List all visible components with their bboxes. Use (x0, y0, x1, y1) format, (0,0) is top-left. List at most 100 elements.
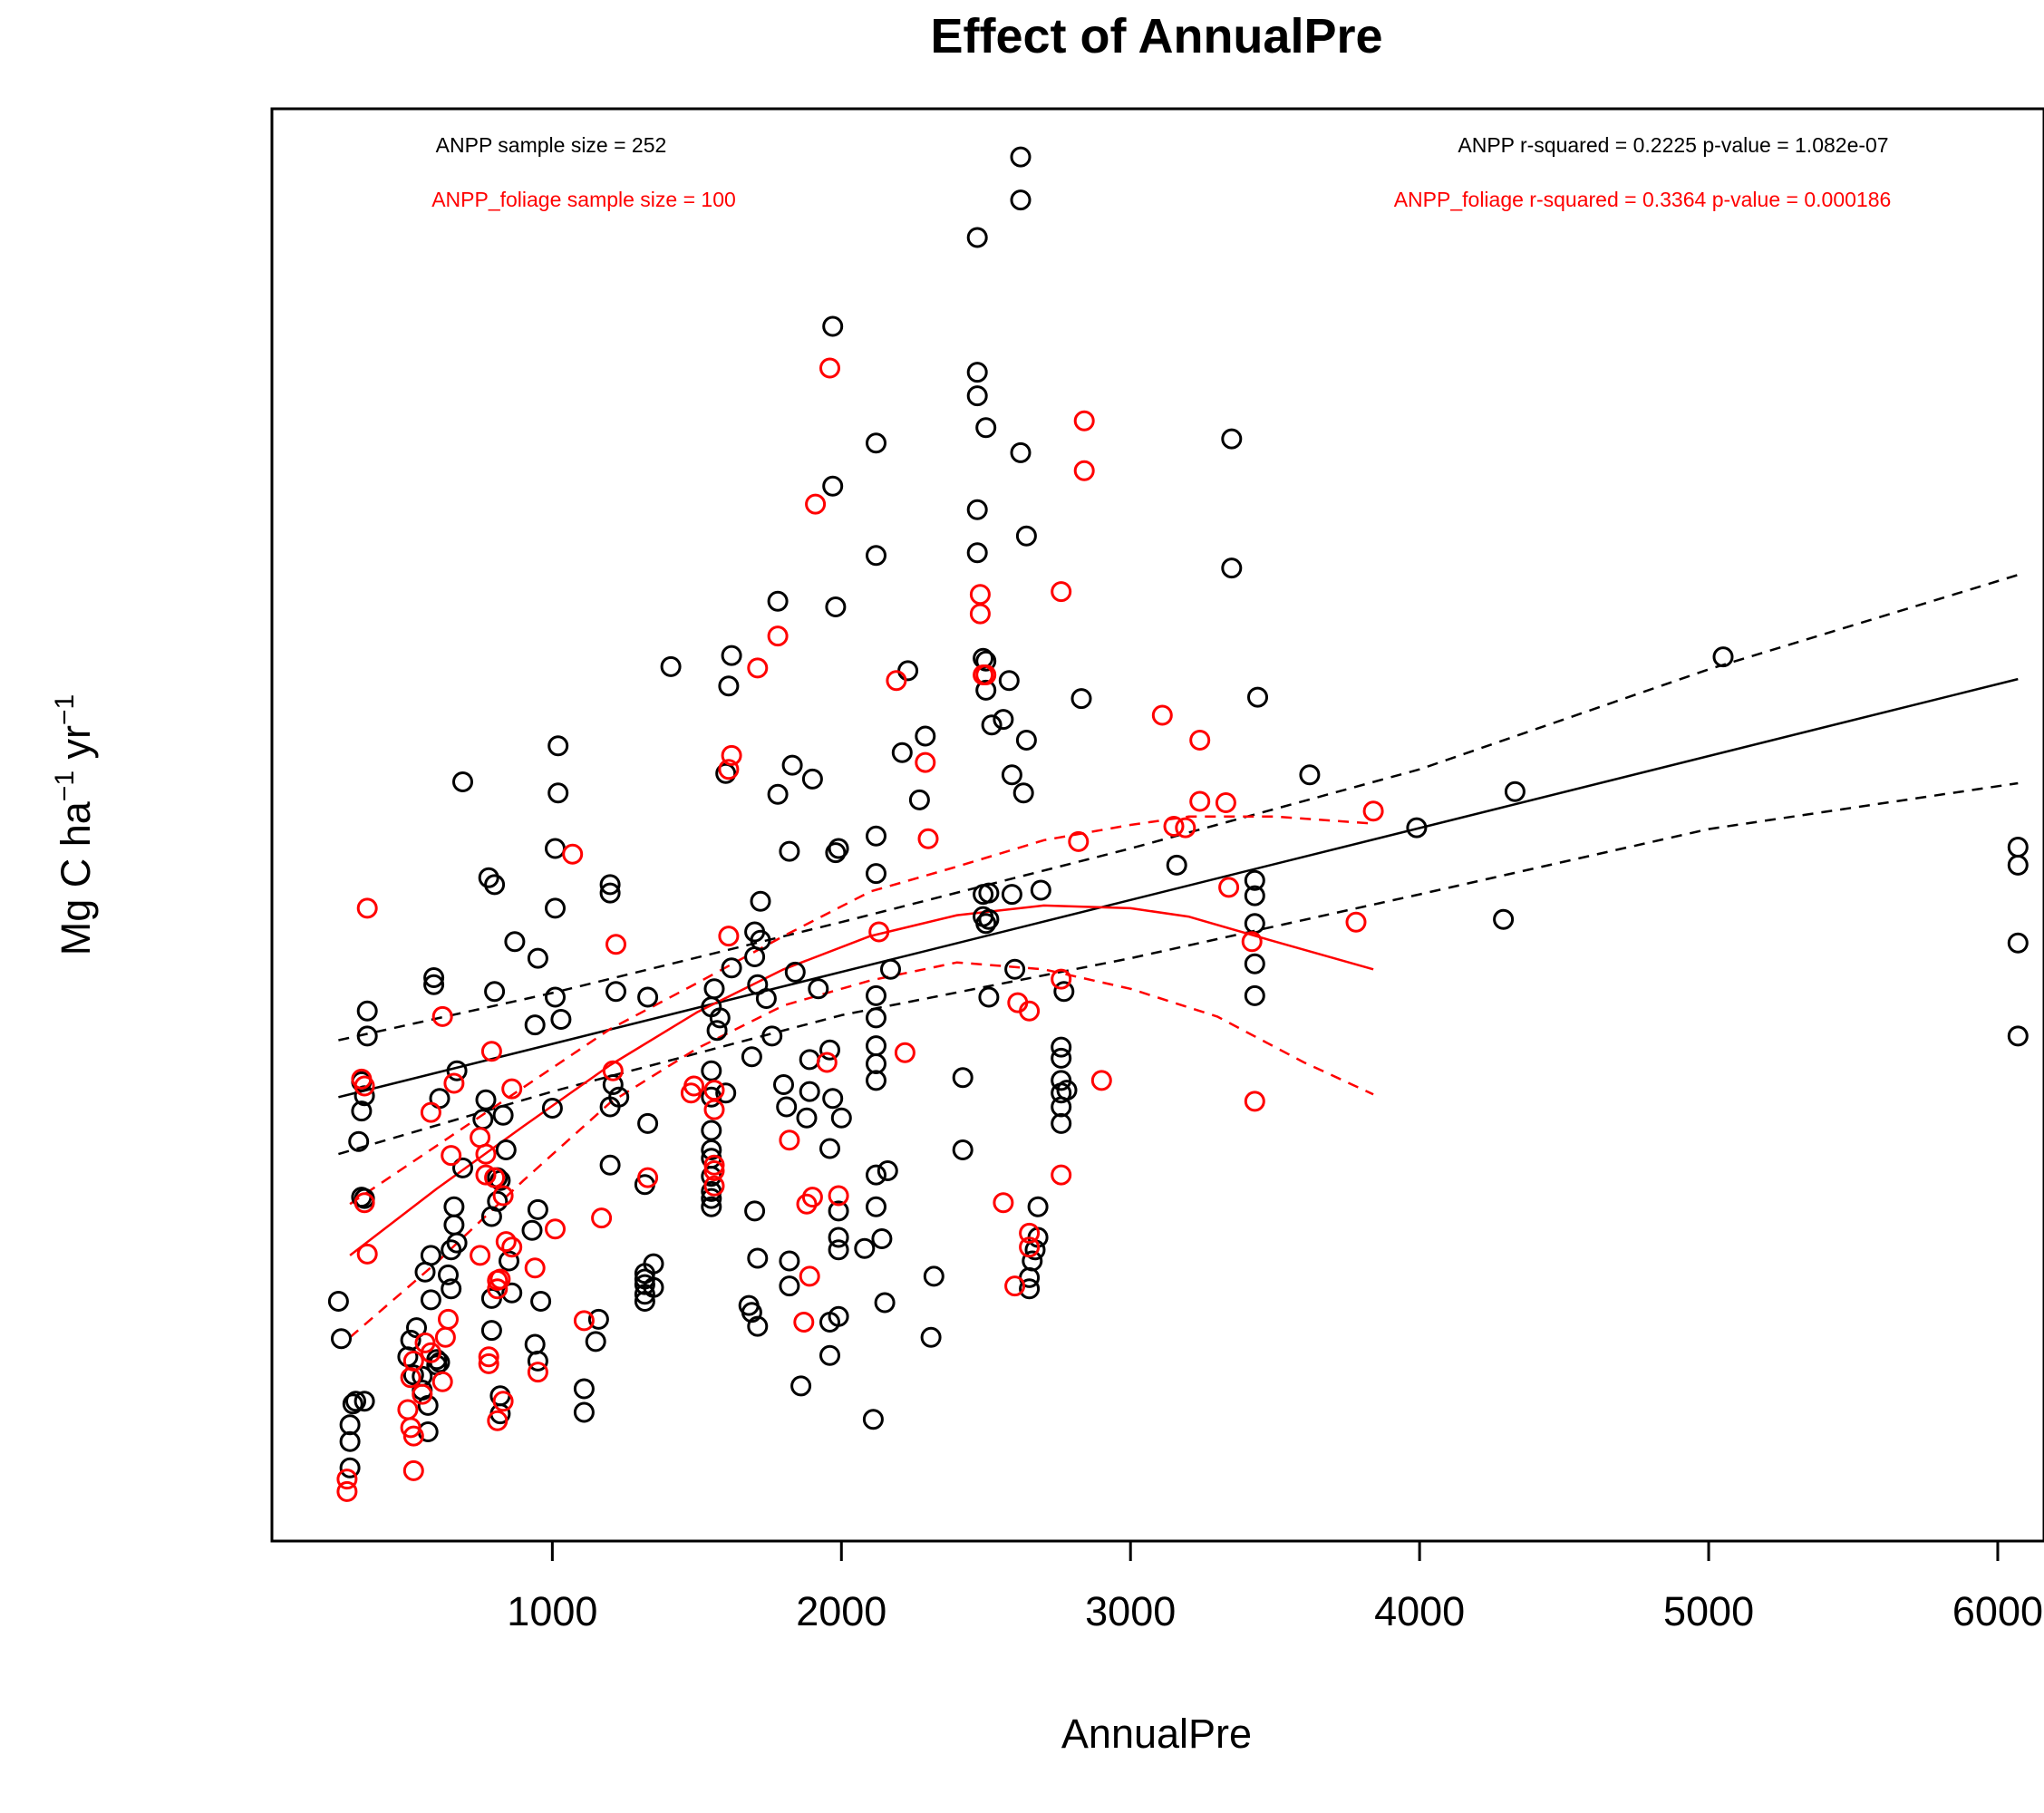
anpp-point (1010, 189, 1032, 211)
anpp-foliage-point (1163, 816, 1185, 837)
anpp-point (747, 1247, 769, 1269)
anpp-foliage-point (683, 1075, 705, 1097)
anpp-point (1027, 1196, 1049, 1217)
anpp-foliage-point (489, 1268, 511, 1290)
anpp-point (866, 1035, 886, 1057)
anpp-foliage-point (545, 1218, 566, 1240)
anpp-foliage-point (975, 664, 997, 685)
anpp-point (637, 1112, 659, 1134)
y-axis-label-mid: yr (53, 725, 99, 771)
x-tick-label: 4000 (1374, 1588, 1465, 1634)
anpp-point (643, 1253, 664, 1275)
anpp-point (585, 1331, 606, 1352)
anpp-point (915, 725, 936, 747)
anpp-point (776, 1096, 798, 1118)
anpp-point (1019, 1278, 1041, 1300)
anpp-foliage-point (402, 1350, 424, 1372)
anpp-point (452, 1157, 473, 1178)
anpp-point (1244, 885, 1265, 906)
anpp-foliage-point (354, 1192, 375, 1214)
anpp-point (975, 650, 997, 672)
anpp-foliage-point (441, 1145, 462, 1167)
anpp-point (880, 958, 901, 980)
anpp-point (1022, 1250, 1043, 1272)
anpp-point (1012, 782, 1034, 804)
anpp-foliage-point (591, 1207, 613, 1229)
anpp-foliage-point (1004, 1275, 1026, 1297)
plot-frame (270, 107, 2044, 1543)
anpp-point (495, 1139, 517, 1160)
anpp-point (420, 1245, 441, 1266)
anpp-point (715, 762, 737, 784)
anpp-foliage-point (605, 934, 626, 955)
anpp-foliage-point (1068, 830, 1090, 852)
anpp-foliage-point (894, 1042, 915, 1063)
anpp-foliage-point (336, 1480, 358, 1502)
anpp-point (1712, 646, 1734, 668)
anpp-foliage-point (1215, 792, 1236, 813)
anpp-foliage-point (412, 1383, 433, 1405)
anpp-foliage-point (431, 1005, 453, 1027)
anpp-point (998, 670, 1020, 692)
anpp-point (545, 986, 566, 1008)
anpp-foliage-point (495, 1231, 517, 1253)
anpp-point (547, 782, 569, 804)
anpp-point (1015, 730, 1037, 751)
anpp-point (1244, 984, 1265, 1006)
anpp-foliage-point (915, 751, 936, 773)
anpp-point (1221, 428, 1243, 450)
anpp-point (443, 1196, 465, 1217)
anpp-point (721, 957, 742, 979)
anpp-point (866, 984, 886, 1006)
anpp-foliage-point (354, 1075, 375, 1097)
anpp-foliage-point (562, 843, 584, 865)
anpp-point (1493, 908, 1515, 930)
anpp-point (703, 978, 725, 1000)
anpp-foliage-point (969, 584, 991, 606)
fit-lines (338, 574, 2019, 1339)
anpp-point (1221, 557, 1243, 579)
anpp-point (822, 1088, 844, 1110)
anpp-point (637, 986, 659, 1008)
anpp-point (866, 432, 886, 454)
anpp-point (801, 768, 823, 790)
anpp-foliage-point (828, 1185, 849, 1207)
anpp-foliage-point (747, 657, 769, 679)
anpp-point (790, 1375, 812, 1397)
anpp-point (1051, 1036, 1072, 1058)
anpp-foliage-point (886, 670, 907, 692)
anpp-point (446, 1232, 468, 1254)
anpp-ci-lower (338, 781, 2019, 1156)
anpp-point (452, 771, 473, 792)
anpp-point (978, 882, 1000, 904)
anpp-point (573, 1401, 595, 1423)
anpp-foliage-point (819, 357, 840, 379)
anpp-point (767, 783, 789, 805)
anpp-point (1015, 525, 1037, 547)
anpp-point (441, 1278, 462, 1300)
anpp-point (866, 1196, 886, 1217)
anpp-foliage-point (1090, 1070, 1112, 1091)
anpp-foliage-point (969, 603, 991, 625)
anpp-point (871, 1228, 893, 1249)
anpp-point (524, 1333, 546, 1355)
anpp-foliage-point (501, 1236, 523, 1258)
anpp-point (866, 1164, 886, 1186)
anpp-point (504, 931, 526, 953)
anpp-point (966, 542, 988, 564)
anpp-foliage-point (1151, 704, 1173, 726)
anpp-foliage-point (438, 1308, 459, 1330)
anpp-point (952, 1067, 974, 1089)
anpp-point (866, 825, 886, 847)
anpp-foliage-point (478, 1346, 499, 1368)
anpp-point (741, 1302, 762, 1323)
anpp-foliage-ci-lower (349, 961, 1374, 1339)
y-axis-label-sup1: −1 (50, 771, 80, 801)
anpp-point (599, 874, 621, 896)
anpp-point (828, 1226, 849, 1248)
anpp-point (1030, 879, 1051, 901)
x-tick-label: 5000 (1663, 1588, 1754, 1634)
points-layer (327, 146, 2029, 1502)
anpp-point (524, 1014, 546, 1036)
